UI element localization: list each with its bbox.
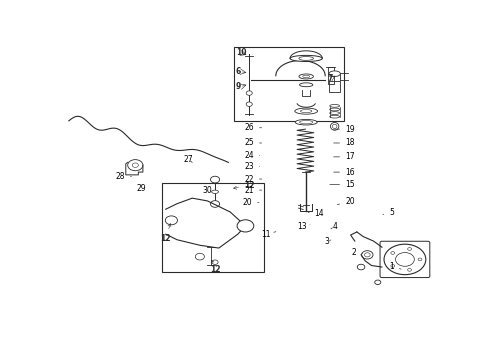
Text: 6: 6 — [236, 67, 241, 76]
Circle shape — [211, 176, 220, 183]
Text: 18: 18 — [334, 139, 355, 148]
Text: 7: 7 — [327, 74, 333, 83]
Text: 10: 10 — [236, 48, 246, 57]
Ellipse shape — [332, 124, 337, 129]
Circle shape — [418, 258, 422, 261]
Bar — [162, 183, 265, 272]
Text: 22: 22 — [245, 175, 262, 184]
Text: 12: 12 — [210, 260, 220, 274]
Text: 27: 27 — [184, 155, 193, 164]
Ellipse shape — [303, 75, 310, 78]
Text: 5: 5 — [383, 208, 394, 217]
Bar — [328, 67, 334, 84]
Ellipse shape — [329, 71, 341, 76]
Ellipse shape — [330, 115, 340, 118]
Ellipse shape — [299, 74, 314, 79]
Circle shape — [246, 102, 252, 107]
Ellipse shape — [295, 108, 318, 114]
Circle shape — [391, 265, 394, 267]
Text: 30: 30 — [202, 186, 212, 195]
Circle shape — [391, 252, 394, 255]
Text: 23: 23 — [245, 162, 260, 171]
Circle shape — [132, 163, 138, 167]
Text: 2: 2 — [351, 248, 362, 257]
Ellipse shape — [330, 108, 340, 111]
Circle shape — [246, 91, 252, 95]
Ellipse shape — [295, 120, 317, 125]
Text: 13: 13 — [297, 222, 310, 231]
Ellipse shape — [299, 83, 313, 87]
Ellipse shape — [290, 55, 322, 62]
Circle shape — [357, 264, 365, 270]
Ellipse shape — [330, 104, 340, 107]
FancyBboxPatch shape — [380, 241, 430, 278]
Text: 26: 26 — [245, 123, 262, 132]
Text: 16: 16 — [334, 168, 355, 177]
Text: 12: 12 — [234, 181, 254, 190]
Ellipse shape — [212, 190, 219, 193]
Circle shape — [237, 220, 254, 232]
Text: 15: 15 — [330, 180, 355, 189]
Ellipse shape — [330, 122, 339, 130]
Circle shape — [395, 253, 415, 266]
Circle shape — [196, 253, 204, 260]
Circle shape — [384, 244, 426, 275]
Text: 14: 14 — [308, 209, 324, 218]
Text: 12: 12 — [160, 224, 171, 243]
Text: 9: 9 — [236, 82, 241, 91]
Text: 20: 20 — [243, 198, 259, 207]
Text: 4: 4 — [331, 222, 337, 231]
Circle shape — [212, 260, 218, 264]
Ellipse shape — [365, 253, 370, 257]
Circle shape — [128, 159, 143, 171]
Ellipse shape — [362, 251, 373, 259]
Text: 3: 3 — [325, 237, 331, 246]
Text: 11: 11 — [262, 230, 276, 239]
Text: 24: 24 — [245, 151, 260, 160]
Text: 28: 28 — [115, 172, 131, 181]
Text: 25: 25 — [245, 139, 262, 148]
Ellipse shape — [299, 57, 314, 60]
Text: 20: 20 — [337, 197, 355, 206]
Ellipse shape — [300, 109, 312, 113]
Circle shape — [165, 216, 177, 225]
Ellipse shape — [299, 121, 313, 124]
Text: 17: 17 — [334, 152, 355, 161]
Text: 21: 21 — [245, 186, 262, 195]
Circle shape — [408, 269, 412, 271]
Text: 1: 1 — [389, 262, 401, 271]
Circle shape — [211, 201, 220, 207]
Circle shape — [408, 248, 412, 250]
Ellipse shape — [330, 112, 340, 114]
Text: 19: 19 — [334, 125, 355, 134]
Circle shape — [375, 280, 381, 284]
Bar — [234, 48, 344, 121]
Text: 29: 29 — [136, 184, 146, 193]
